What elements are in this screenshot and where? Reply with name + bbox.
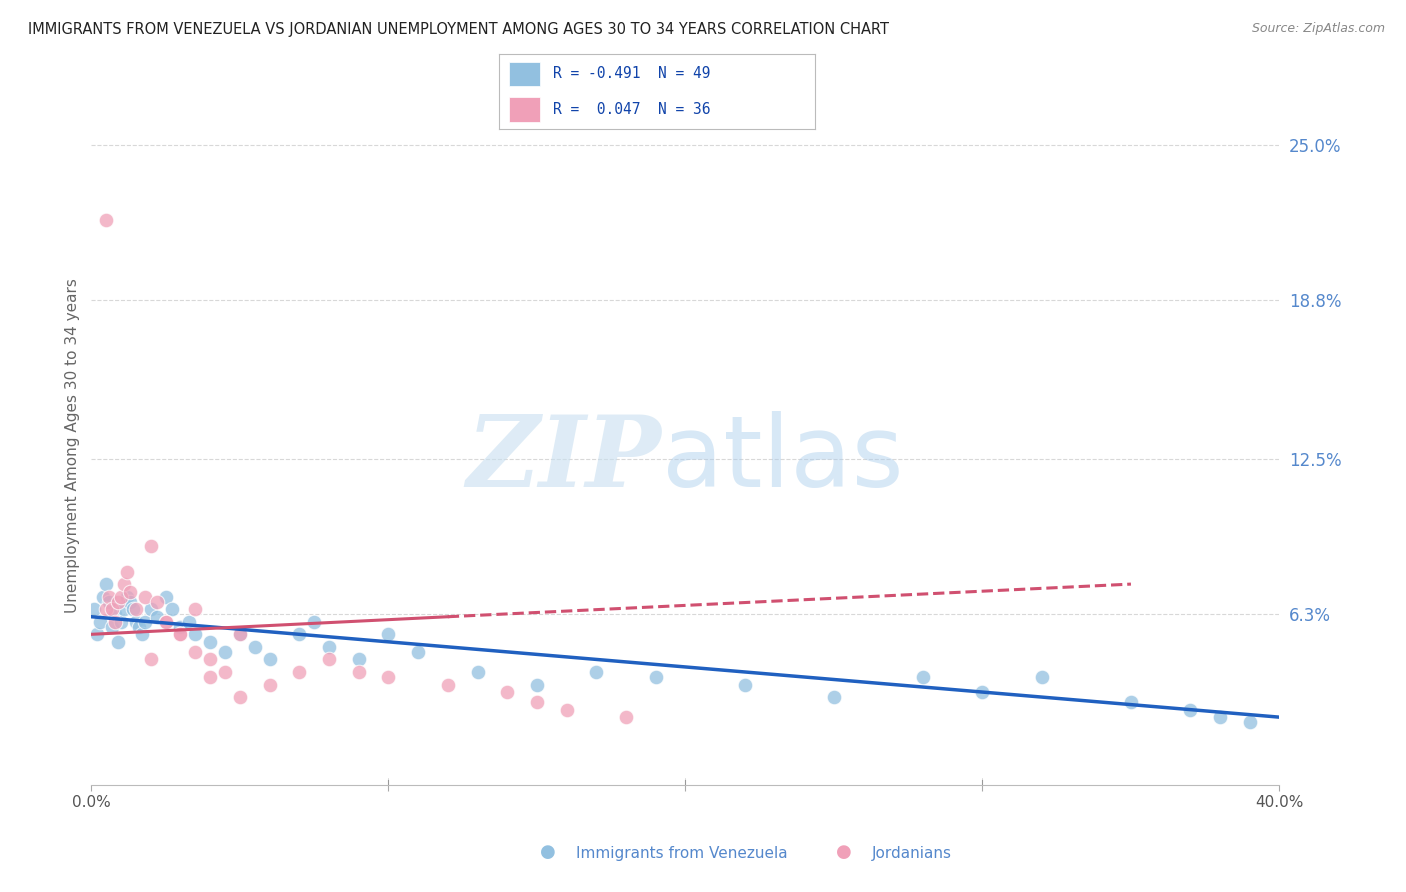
Point: [214, 665, 236, 679]
Point: [200, 652, 222, 666]
Point: [347, 652, 370, 666]
Point: [155, 615, 177, 629]
Point: [155, 615, 177, 629]
Text: ZIP: ZIP: [467, 411, 662, 508]
Bar: [509, 62, 540, 87]
Point: [644, 670, 666, 684]
Point: [179, 615, 201, 629]
Point: [83, 602, 105, 616]
Point: [115, 565, 138, 579]
Point: [134, 615, 156, 629]
Point: [169, 620, 191, 634]
Point: [318, 640, 340, 654]
Point: [972, 685, 994, 699]
Point: [347, 665, 370, 679]
Point: [911, 670, 934, 684]
Point: [122, 602, 145, 616]
Point: [377, 670, 399, 684]
Point: [184, 602, 207, 616]
Point: [823, 690, 845, 704]
Point: [1031, 670, 1053, 684]
Point: [1209, 710, 1232, 724]
Text: R = -0.491  N = 49: R = -0.491 N = 49: [553, 67, 710, 81]
Text: Immigrants from Venezuela: Immigrants from Venezuela: [576, 847, 789, 861]
Text: atlas: atlas: [662, 411, 903, 508]
Point: [110, 615, 132, 629]
Point: [101, 620, 124, 634]
Point: [406, 645, 429, 659]
Point: [1239, 715, 1261, 730]
Point: [139, 540, 162, 554]
Point: [145, 609, 167, 624]
Point: [118, 584, 141, 599]
Point: [288, 627, 311, 641]
Point: [200, 635, 222, 649]
Text: Source: ZipAtlas.com: Source: ZipAtlas.com: [1251, 22, 1385, 36]
Point: [1180, 703, 1202, 717]
Point: [98, 595, 121, 609]
Text: ●: ●: [835, 843, 852, 861]
Point: [318, 652, 340, 666]
Point: [98, 590, 121, 604]
Point: [107, 595, 129, 609]
Point: [496, 685, 519, 699]
Point: [229, 627, 252, 641]
Point: [214, 645, 236, 659]
Point: [131, 627, 153, 641]
Point: [614, 710, 637, 724]
Point: [302, 615, 325, 629]
Point: [96, 213, 118, 227]
Point: [139, 602, 162, 616]
Text: IMMIGRANTS FROM VENEZUELA VS JORDANIAN UNEMPLOYMENT AMONG AGES 30 TO 34 YEARS CO: IMMIGRANTS FROM VENEZUELA VS JORDANIAN U…: [28, 22, 889, 37]
Point: [101, 602, 124, 616]
Point: [585, 665, 607, 679]
Point: [259, 652, 281, 666]
Point: [229, 627, 252, 641]
Point: [288, 665, 311, 679]
Point: [89, 615, 111, 629]
Point: [96, 577, 118, 591]
Point: [555, 703, 578, 717]
Point: [160, 602, 183, 616]
Point: [134, 590, 156, 604]
Point: [377, 627, 399, 641]
Point: [229, 690, 252, 704]
Point: [128, 620, 150, 634]
Point: [436, 677, 458, 691]
Point: [184, 645, 207, 659]
Point: [526, 695, 548, 709]
Point: [734, 677, 756, 691]
Point: [155, 590, 177, 604]
Point: [200, 670, 222, 684]
Text: ●: ●: [540, 843, 557, 861]
Point: [91, 590, 114, 604]
Point: [1119, 695, 1142, 709]
Point: [243, 640, 266, 654]
Text: Jordanians: Jordanians: [872, 847, 952, 861]
Point: [112, 577, 135, 591]
Point: [526, 677, 548, 691]
Point: [467, 665, 489, 679]
Point: [125, 615, 148, 629]
Point: [169, 627, 191, 641]
Point: [184, 627, 207, 641]
Point: [115, 590, 138, 604]
Text: R =  0.047  N = 36: R = 0.047 N = 36: [553, 102, 710, 117]
Point: [96, 602, 118, 616]
Point: [259, 677, 281, 691]
Bar: [509, 97, 540, 122]
Point: [125, 602, 148, 616]
Point: [112, 602, 135, 616]
Point: [104, 615, 127, 629]
Point: [110, 590, 132, 604]
Point: [104, 607, 127, 622]
Point: [107, 635, 129, 649]
Y-axis label: Unemployment Among Ages 30 to 34 years: Unemployment Among Ages 30 to 34 years: [65, 278, 80, 614]
Point: [139, 652, 162, 666]
Point: [145, 595, 167, 609]
Point: [169, 627, 191, 641]
Point: [86, 627, 108, 641]
Point: [118, 595, 141, 609]
